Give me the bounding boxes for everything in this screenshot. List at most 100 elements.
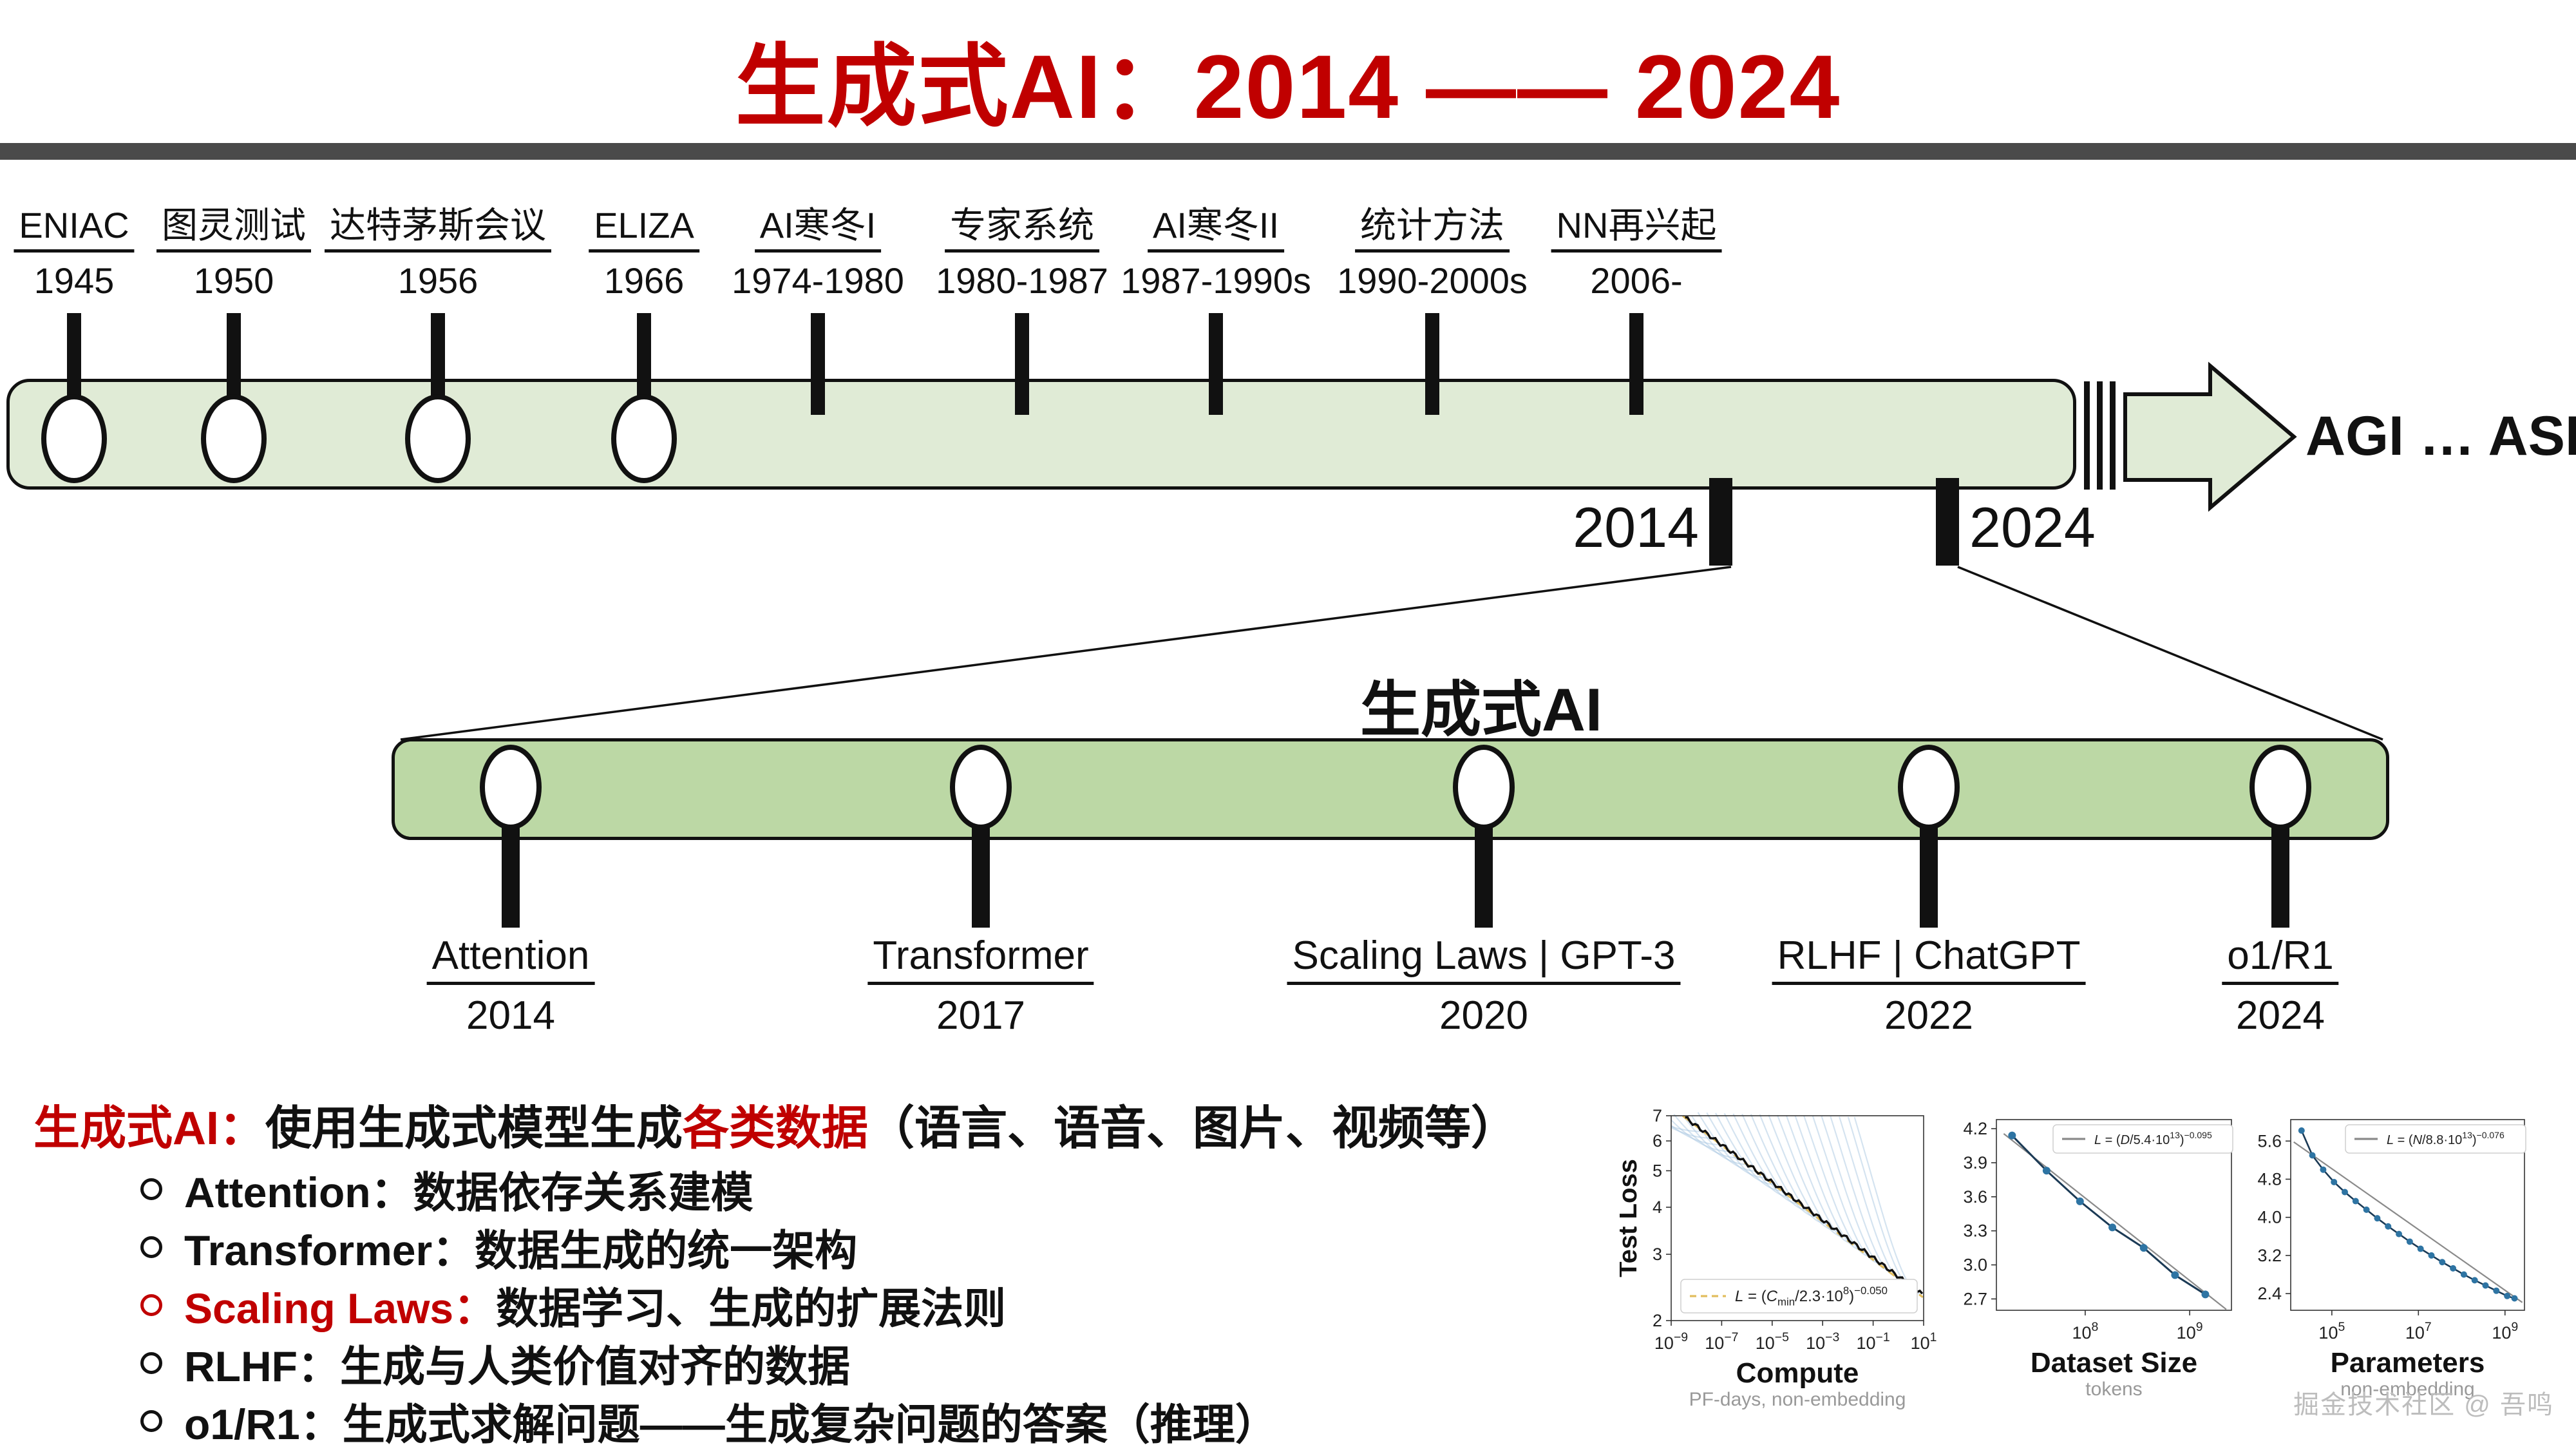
zoom-milestone-tick <box>502 823 520 928</box>
y-tick-label: 3 <box>1653 1245 1662 1264</box>
milestone-year: 2020 <box>1439 993 1528 1038</box>
y-tick-label: 2 <box>1653 1311 1662 1330</box>
zoom-milestone-circle <box>2249 745 2311 830</box>
bullet-keyword: o1/R1： <box>184 1400 343 1448</box>
zoom-milestone-tick <box>1475 823 1493 928</box>
x-axis-label: Dataset Size <box>2031 1347 2197 1379</box>
bullet-desc: 数据依存关系建模 <box>413 1169 753 1216</box>
timeline-zoom-bar <box>392 738 2389 840</box>
training-curve <box>1671 1119 1730 1152</box>
chart-compute: 10−9 10−7 10−5 10−3 10−1 101 2 3 4 5 6 7 ComputePF-d… <box>1620 1106 1937 1410</box>
y-tick-label: 5 <box>1653 1161 1662 1180</box>
bullet-item: o1/R1： 生成式求解问题——生成复杂问题的答案（推理） <box>140 1390 1278 1452</box>
timeline-top-milestone: NN再兴起 2006- <box>1551 205 1722 302</box>
agi-arrow-icon <box>2123 361 2297 512</box>
bullet-marker-icon <box>140 1352 162 1374</box>
data-point <box>2482 1282 2489 1289</box>
data-point <box>2450 1265 2457 1272</box>
data-point <box>2139 1244 2148 1252</box>
zoom-milestone: RLHF | ChatGPT 2022 <box>1772 933 2086 1039</box>
legend-box <box>1680 1279 1918 1313</box>
timeline-top-milestone: 达特茅斯会议 1956 <box>325 205 551 302</box>
legend-box <box>2052 1124 2233 1154</box>
legend-text: L = (D/5.4·1013)−0.095 <box>2094 1130 2212 1147</box>
data-point <box>2385 1223 2392 1230</box>
page-title: 生成式AI：2014 —— 2024 <box>735 36 1841 137</box>
chart-parameters-scaling: 105 107 109 2.4 3.2 4.0 4.8 5.6 Parametersnon-em… <box>2257 1119 2526 1400</box>
hatch-mark <box>2110 381 2116 490</box>
marker-2014-tick <box>1709 478 1732 566</box>
x-tick-label: 109 <box>2177 1320 2203 1342</box>
data-point <box>2471 1277 2478 1284</box>
training-curve <box>1794 1115 1862 1251</box>
milestone-label: 图灵测试 <box>156 205 311 253</box>
data-point <box>2504 1292 2511 1299</box>
data-point <box>2511 1295 2518 1302</box>
data-point <box>2331 1178 2338 1185</box>
x-tick-label: 101 <box>1911 1330 1937 1353</box>
bullet-marker-icon <box>140 1410 162 1432</box>
bullet-keyword: Scaling Laws： <box>184 1285 497 1332</box>
watermark: 掘金技术社区 @ 吾鸣 <box>2293 1391 2554 1419</box>
milestone-year: 2006- <box>1590 260 1683 301</box>
training-curve <box>1777 1114 1844 1238</box>
x-axis-sublabel: tokens <box>2085 1379 2142 1400</box>
x-tick-label: 109 <box>2492 1320 2518 1342</box>
zoom-milestone-tick <box>972 823 990 928</box>
bullet-item: RLHF： 生成与人类价值对齐的数据 <box>140 1332 850 1394</box>
data-point <box>2171 1271 2179 1279</box>
milestone-label: RLHF | ChatGPT <box>1772 933 2086 986</box>
data-point <box>2201 1290 2210 1299</box>
milestone-tick <box>227 313 241 399</box>
milestone-label: 达特茅斯会议 <box>325 205 551 253</box>
bullet-marker-icon <box>140 1236 162 1258</box>
plot-border <box>1671 1115 1924 1321</box>
efficient-frontier-line <box>1685 1116 1924 1295</box>
x-axis-sublabel: PF-days, non-embedding <box>1689 1389 1906 1410</box>
timeline-top-milestone: 图灵测试 1950 <box>156 205 311 302</box>
milestone-year: 1956 <box>397 260 478 301</box>
milestone-year: 2014 <box>466 993 555 1038</box>
data-point <box>2396 1230 2403 1237</box>
training-curve <box>1673 1114 1738 1159</box>
milestone-circle <box>201 394 267 483</box>
data-point <box>2439 1259 2446 1266</box>
training-curve <box>1768 1114 1835 1231</box>
data-point <box>2008 1131 2016 1140</box>
data-point <box>2428 1252 2435 1259</box>
data-line <box>2300 1130 2515 1299</box>
plot-border <box>1996 1119 2232 1311</box>
hatch-mark <box>2084 381 2090 490</box>
y-tick-label: 4 <box>1653 1198 1662 1217</box>
milestone-label: Scaling Laws | GPT-3 <box>1287 933 1681 986</box>
marker-2024-tick <box>1936 478 1959 566</box>
milestone-tick <box>811 313 825 415</box>
bullet-desc: 数据生成的统一架构 <box>475 1227 858 1274</box>
zoom-milestone: Attention 2014 <box>426 933 595 1039</box>
x-axis-sublabel: non-embedding <box>2340 1379 2475 1400</box>
data-point <box>2460 1271 2467 1278</box>
y-tick-label: 3.2 <box>2257 1246 2282 1265</box>
y-tick-label: 3.9 <box>1963 1153 1987 1172</box>
milestone-year: 1987-1990s <box>1121 260 1311 301</box>
zoom-milestone: Transformer 2017 <box>867 933 1094 1039</box>
data-point <box>2108 1223 2117 1232</box>
x-tick-label: 10−7 <box>1705 1330 1738 1353</box>
bullet-item: Scaling Laws： 数据学习、生成的扩展法则 <box>140 1274 1006 1336</box>
marker-2024-label: 2024 <box>1969 495 2096 559</box>
zoom-milestone-circle <box>480 745 542 830</box>
zoom-milestone-tick <box>2271 823 2289 928</box>
data-point <box>2417 1245 2424 1252</box>
intro-text: （语言、语音、图片、视频等） <box>868 1103 1518 1154</box>
data-point <box>2406 1238 2413 1245</box>
x-tick-label: 105 <box>2318 1320 2345 1342</box>
y-axis-label: Test Loss <box>1620 1159 1642 1277</box>
x-tick-label: 108 <box>2072 1320 2098 1342</box>
timeline-top-milestone: ELIZA 1966 <box>589 205 699 302</box>
zoom-timeline-title: 生成式AI <box>1359 676 1603 743</box>
zoom-milestone-circle <box>1453 745 1515 830</box>
milestone-label: ELIZA <box>589 205 699 253</box>
milestone-label: NN再兴起 <box>1551 205 1722 253</box>
milestone-year: 1974-1980 <box>732 260 904 301</box>
y-tick-label: 2.4 <box>2257 1284 2282 1303</box>
